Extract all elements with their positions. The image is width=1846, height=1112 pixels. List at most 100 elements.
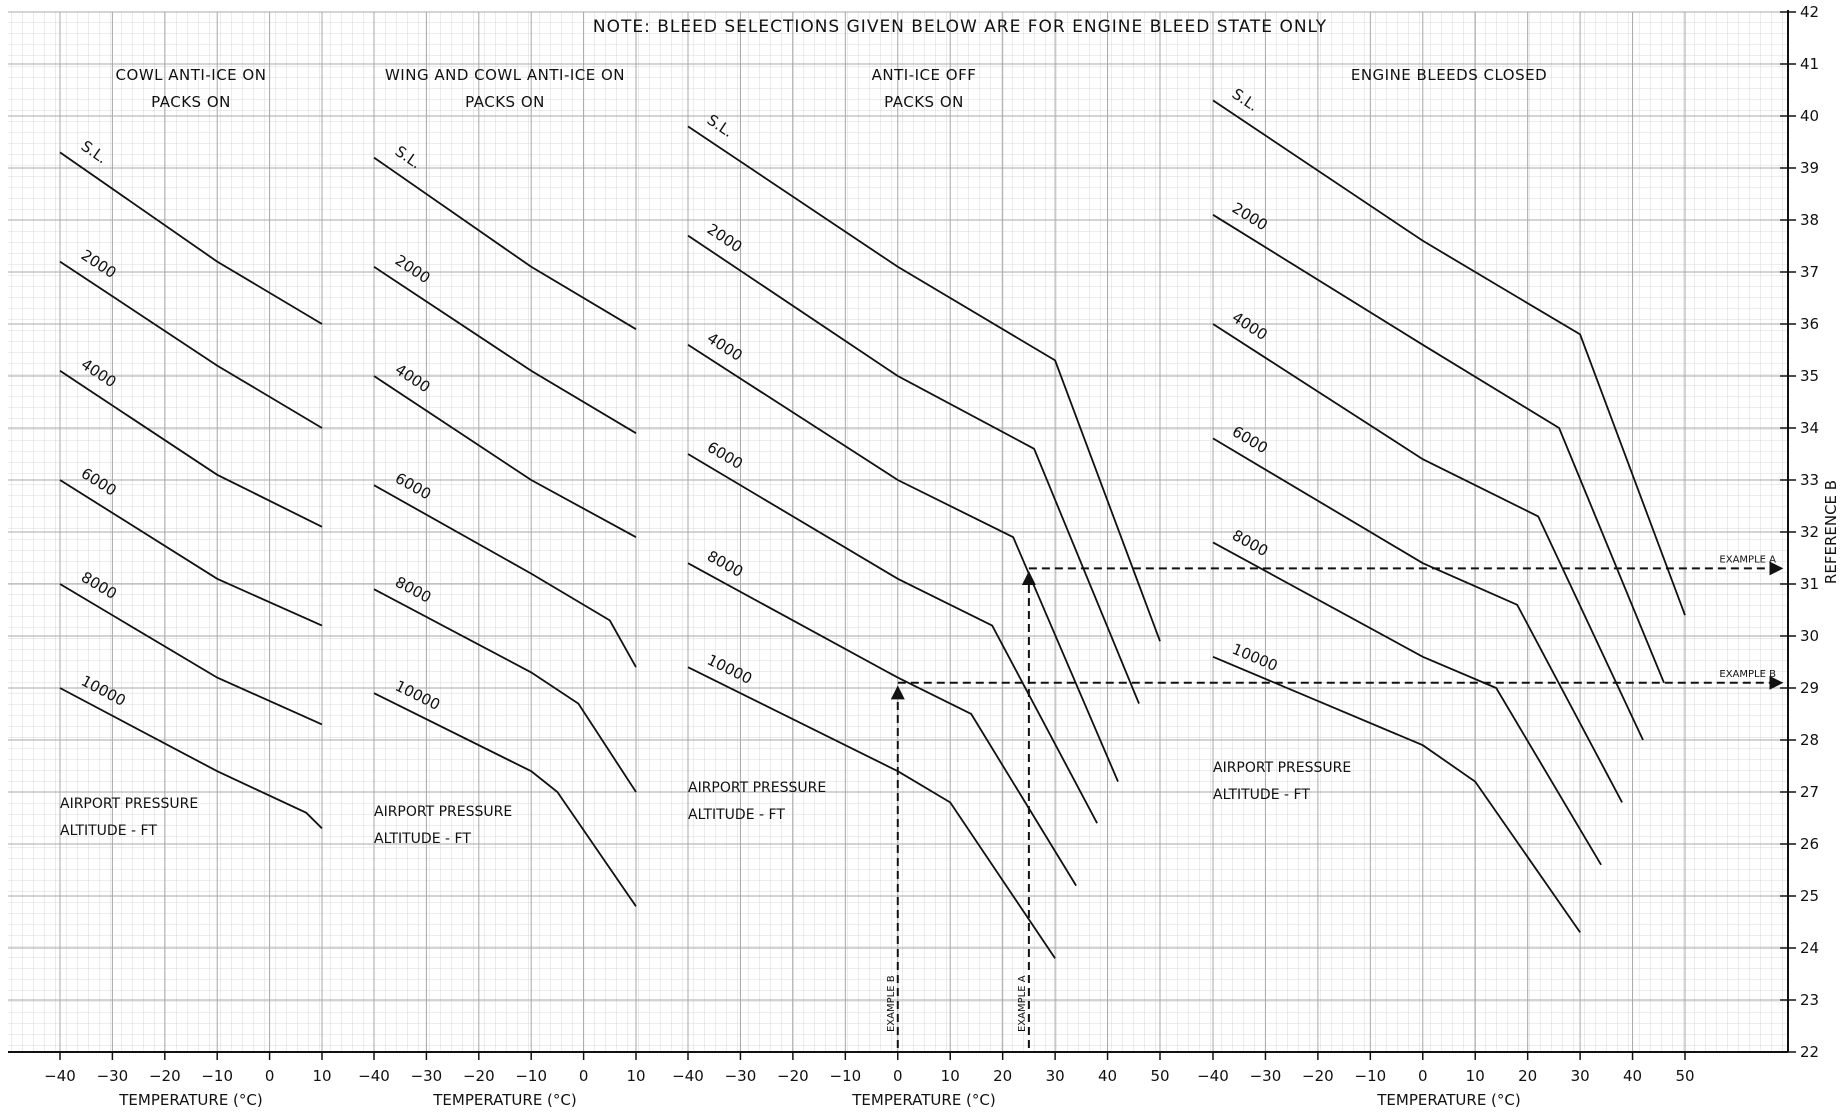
panel-subtitle: PACKS ON xyxy=(884,93,964,111)
x-tick-label: 40 xyxy=(1098,1067,1117,1085)
series-line-8000 xyxy=(373,588,637,793)
series-line-sl xyxy=(373,156,637,330)
panel-title: WING AND COWL ANTI-ICE ON xyxy=(385,66,625,84)
x-tick-label: 0 xyxy=(265,1067,275,1085)
y-tick-label: 34 xyxy=(1800,419,1819,437)
x-tick-label: 40 xyxy=(1623,1067,1642,1085)
y-tick-label: 22 xyxy=(1800,1043,1819,1061)
series-line-6000 xyxy=(373,484,637,668)
x-tick-label: −30 xyxy=(97,1067,129,1085)
y-tick-label: 36 xyxy=(1800,315,1819,333)
annotation-line2: ALTITUDE - FT xyxy=(60,823,157,839)
series-line-10000 xyxy=(1212,655,1581,933)
example-reference-label: EXAMPLE A xyxy=(1719,554,1776,565)
y-tick-label: 28 xyxy=(1800,731,1819,749)
y-tick-label: 25 xyxy=(1800,887,1819,905)
annotation-line1: AIRPORT PRESSURE xyxy=(1213,760,1351,776)
series-line-sl xyxy=(1212,99,1686,616)
x-tick-label: −10 xyxy=(830,1067,862,1085)
series-line-10000 xyxy=(59,687,323,830)
example-vertical-label: EXAMPLE A xyxy=(1017,975,1028,1032)
series-line-8000 xyxy=(1212,541,1602,866)
y-tick-label: 35 xyxy=(1800,367,1819,385)
y-tick-label: 32 xyxy=(1800,523,1819,541)
y-tick-label: 41 xyxy=(1800,55,1819,73)
x-axis-title: TEMPERATURE (°C) xyxy=(851,1091,996,1109)
annotation-line1: AIRPORT PRESSURE xyxy=(60,796,198,812)
annotation-line1: AIRPORT PRESSURE xyxy=(688,780,826,796)
x-tick-label: −10 xyxy=(515,1067,547,1085)
reference-b-label: REFERENCE B xyxy=(1822,480,1840,584)
series-line-2000 xyxy=(373,266,637,434)
annotation-line1: AIRPORT PRESSURE xyxy=(374,804,512,820)
series-line-4000 xyxy=(59,370,323,528)
y-tick-label: 31 xyxy=(1800,575,1819,593)
example-vertical-label: EXAMPLE B xyxy=(886,975,897,1032)
x-tick-label: 20 xyxy=(993,1067,1012,1085)
x-tick-label: −20 xyxy=(1302,1067,1334,1085)
x-tick-label: 0 xyxy=(579,1067,589,1085)
annotation-line2: ALTITUDE - FT xyxy=(374,831,471,847)
x-tick-label: 30 xyxy=(1571,1067,1590,1085)
series-line-2000 xyxy=(687,234,1140,704)
y-tick-label: 42 xyxy=(1800,3,1819,21)
series-line-6000 xyxy=(59,479,323,627)
x-tick-label: 10 xyxy=(626,1067,645,1085)
x-axis-title: TEMPERATURE (°C) xyxy=(432,1091,577,1109)
annotation-line2: ALTITUDE - FT xyxy=(1213,787,1310,803)
x-tick-label: 50 xyxy=(1675,1067,1694,1085)
series-line-2000 xyxy=(1212,214,1665,684)
series-line-sl xyxy=(59,151,323,325)
x-axis-title: TEMPERATURE (°C) xyxy=(118,1091,263,1109)
x-tick-label: 20 xyxy=(1518,1067,1537,1085)
y-tick-label: 30 xyxy=(1800,627,1819,645)
examples-layer: EXAMPLE A EXAMPLE B EXAMPLE A EXAMPLE B xyxy=(886,554,1784,1048)
y-tick-label: 39 xyxy=(1800,159,1819,177)
y-tick-label: 23 xyxy=(1800,991,1819,1009)
right-axis: 22 23 24 25 26 27 28 29 30 31 32 33 34 35 36 37 38 39 40 41… xyxy=(1780,3,1819,1061)
x-tick-label: −40 xyxy=(672,1067,704,1085)
x-tick-label: 0 xyxy=(1418,1067,1428,1085)
x-tick-label: 0 xyxy=(893,1067,903,1085)
x-tick-label: −20 xyxy=(149,1067,181,1085)
x-tick-label: −20 xyxy=(463,1067,495,1085)
series-line-4000 xyxy=(1212,323,1644,741)
x-tick-label: −10 xyxy=(201,1067,233,1085)
panel-subtitle: PACKS ON xyxy=(151,93,231,111)
series-line-8000 xyxy=(59,583,323,726)
series-line-10000 xyxy=(373,692,637,907)
example-reference-label: EXAMPLE B xyxy=(1719,669,1776,680)
series-line-sl xyxy=(687,125,1161,642)
y-tick-label: 40 xyxy=(1800,107,1819,125)
x-tick-label: 10 xyxy=(941,1067,960,1085)
annotation-line2: ALTITUDE - FT xyxy=(688,807,785,823)
series-line-6000 xyxy=(1212,437,1623,803)
y-tick-label: 33 xyxy=(1800,471,1819,489)
panel-title: COWL ANTI-ICE ON xyxy=(116,66,267,84)
major-grid xyxy=(8,11,1788,1053)
series-line-2000 xyxy=(59,260,323,429)
x-axis-title: TEMPERATURE (°C) xyxy=(1376,1091,1521,1109)
x-tick-label: 10 xyxy=(1466,1067,1485,1085)
x-tick-label: 50 xyxy=(1150,1067,1169,1085)
x-tick-label: −10 xyxy=(1355,1067,1387,1085)
chart-note: NOTE: BLEED SELECTIONS GIVEN BELOW ARE F… xyxy=(593,17,1327,37)
panel-title: ENGINE BLEEDS CLOSED xyxy=(1351,66,1547,84)
x-tick-label: 10 xyxy=(312,1067,331,1085)
y-tick-label: 27 xyxy=(1800,783,1819,801)
y-tick-label: 26 xyxy=(1800,835,1819,853)
x-tick-label: −40 xyxy=(1197,1067,1229,1085)
series-line-10000 xyxy=(687,666,1056,959)
series-line-4000 xyxy=(687,344,1119,782)
x-tick-label: −30 xyxy=(725,1067,757,1085)
panel-title: ANTI-ICE OFF xyxy=(872,66,977,84)
x-tick-label: −40 xyxy=(358,1067,390,1085)
x-tick-label: −20 xyxy=(777,1067,809,1085)
series-line-4000 xyxy=(373,375,637,538)
series-line-6000 xyxy=(687,453,1098,824)
x-tick-label: −40 xyxy=(44,1067,76,1085)
y-tick-label: 24 xyxy=(1800,939,1819,957)
x-tick-label: −30 xyxy=(411,1067,443,1085)
